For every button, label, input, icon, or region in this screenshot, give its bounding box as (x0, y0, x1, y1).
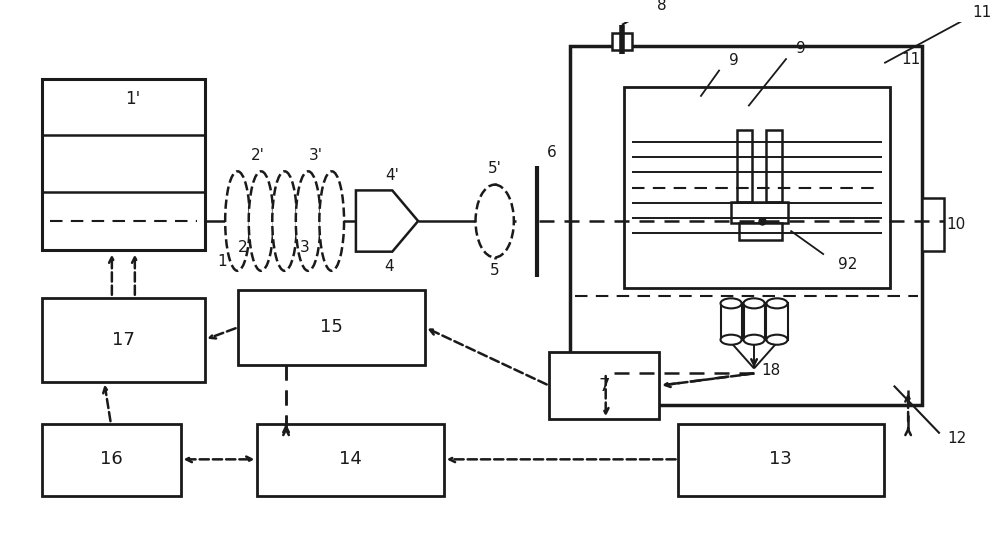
Text: 17: 17 (112, 331, 135, 349)
Text: 3': 3' (309, 149, 323, 163)
Ellipse shape (721, 298, 742, 308)
Text: 16: 16 (100, 450, 122, 468)
Bar (766, 130, 782, 202)
Ellipse shape (766, 298, 788, 308)
Text: 5': 5' (488, 161, 502, 176)
Bar (766, 304, 788, 339)
Text: 7: 7 (598, 376, 610, 394)
Ellipse shape (721, 335, 742, 345)
Text: 14: 14 (339, 450, 362, 468)
Bar (257, 424, 444, 496)
Text: 1: 1 (217, 254, 227, 269)
Bar (612, 33, 632, 50)
Ellipse shape (744, 298, 765, 308)
Bar (739, 223, 782, 240)
Text: 2: 2 (238, 240, 248, 255)
Ellipse shape (476, 184, 514, 257)
Text: 10: 10 (946, 218, 966, 232)
Ellipse shape (296, 171, 321, 271)
Ellipse shape (272, 171, 297, 271)
Bar (731, 202, 788, 223)
Bar (624, 87, 890, 288)
Bar (721, 304, 742, 339)
Text: 3: 3 (299, 240, 309, 255)
Text: 15: 15 (320, 318, 342, 336)
Bar (42, 298, 205, 382)
Text: 92: 92 (838, 257, 858, 271)
Text: 4: 4 (385, 259, 394, 275)
Text: 8: 8 (657, 0, 667, 13)
Ellipse shape (766, 335, 788, 345)
Bar (42, 79, 205, 250)
Bar (238, 290, 425, 364)
Text: 2': 2' (250, 149, 264, 163)
Text: 4': 4' (385, 168, 399, 183)
Text: 12: 12 (947, 431, 967, 446)
Text: 1': 1' (125, 90, 141, 108)
Bar (570, 46, 922, 405)
Ellipse shape (225, 171, 250, 271)
Text: 9: 9 (729, 53, 739, 68)
Bar (922, 198, 944, 251)
Bar (549, 352, 659, 419)
Text: 5: 5 (490, 263, 500, 279)
Text: 13: 13 (769, 450, 792, 468)
Text: 9: 9 (796, 41, 806, 56)
Ellipse shape (249, 171, 273, 271)
Text: 18: 18 (762, 363, 781, 378)
Bar (744, 304, 765, 339)
Text: 11: 11 (901, 52, 921, 67)
Bar (678, 424, 884, 496)
Bar (737, 130, 752, 202)
Ellipse shape (319, 171, 344, 271)
Polygon shape (356, 190, 418, 252)
Text: 11: 11 (972, 5, 991, 20)
Ellipse shape (744, 335, 765, 345)
Bar (42, 424, 181, 496)
Text: 6: 6 (547, 145, 557, 159)
